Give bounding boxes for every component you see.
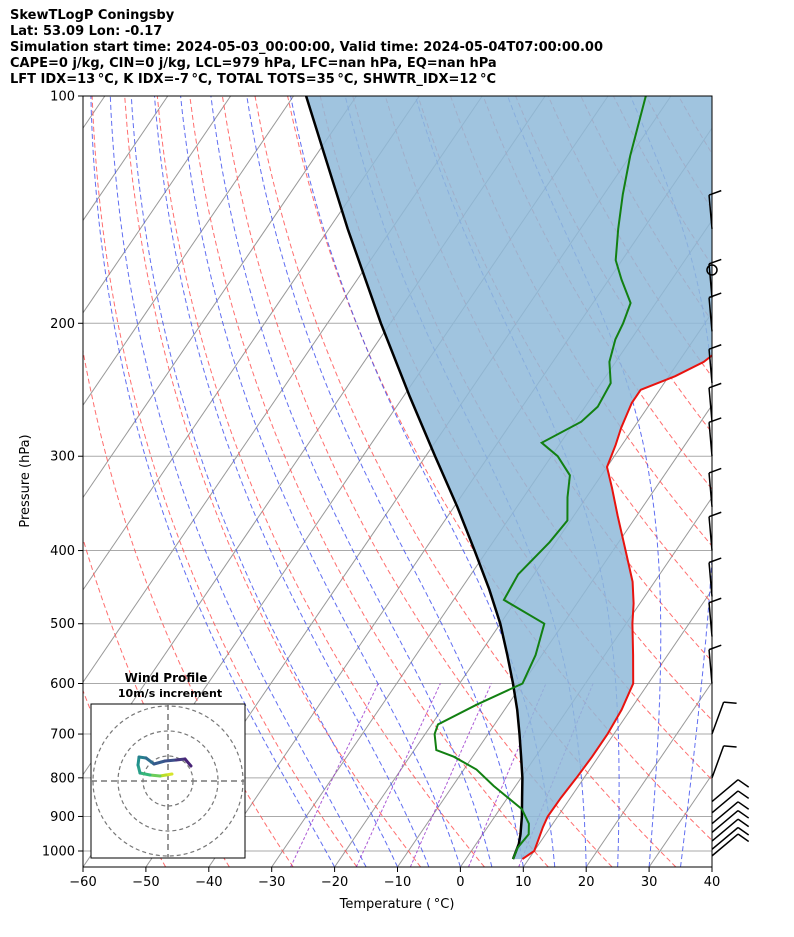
hodograph-segment — [174, 757, 187, 762]
wind-barb — [708, 597, 722, 637]
y-tick-label: 1000 — [42, 845, 75, 860]
moist-adiabat — [90, 96, 336, 867]
wind-barb — [708, 189, 722, 230]
hodograph-segment — [163, 758, 178, 763]
hodograph-segment — [138, 771, 152, 777]
x-axis-label: Temperature ( °C) — [339, 897, 455, 912]
x-tick-label: −30 — [258, 875, 285, 890]
mixing-ratio-line — [290, 683, 379, 867]
isotherm-line — [585, 681, 712, 867]
hodograph-segment — [152, 759, 167, 766]
dry-adiabat — [710, 96, 712, 99]
y-tick-label: 200 — [50, 317, 75, 332]
isotherm-line — [83, 96, 232, 314]
isotherm-line — [83, 96, 294, 407]
wind-profile-title: Wind Profile — [125, 671, 208, 685]
location-line: Lat: 53.09 Lon: -0.17 — [10, 24, 163, 39]
hodograph-segment — [148, 773, 162, 778]
moist-adiabat — [154, 96, 430, 867]
dry-adiabat — [91, 96, 358, 867]
x-tick-label: −40 — [195, 875, 222, 890]
moist-adiabat — [130, 96, 398, 867]
wind-barb — [711, 801, 750, 825]
hodograph-ring — [117, 730, 219, 832]
dry-adiabat — [352, 96, 712, 721]
y-tick-label: 400 — [50, 544, 75, 559]
wind-barb — [711, 809, 750, 834]
dry-adiabat — [254, 96, 677, 867]
wind-barb — [708, 258, 722, 298]
y-tick-label: 700 — [50, 728, 75, 743]
isotherm-line — [522, 589, 712, 867]
wind-barb — [708, 344, 722, 384]
wind-barb — [708, 557, 722, 597]
x-tick-label: −20 — [321, 875, 348, 890]
time-line: Simulation start time: 2024-05-03_00:00:… — [10, 40, 603, 55]
dry-adiabat — [156, 96, 485, 867]
wind-barb — [711, 818, 750, 842]
cape-cin-shading — [306, 96, 712, 860]
wind-barb — [708, 644, 722, 684]
y-axis-label: Pressure (hPa) — [18, 434, 33, 527]
wind-barb — [711, 701, 737, 735]
y-tick-label: 600 — [50, 677, 75, 692]
parcel-path-line — [304, 96, 524, 860]
x-tick-label: 10 — [515, 875, 532, 890]
hodograph-segment — [183, 757, 193, 768]
wind-profile-subtitle: 10m/s increment — [118, 687, 222, 700]
dry-adiabat — [221, 96, 613, 867]
wind-barb — [708, 382, 722, 422]
mixing-ratio-line — [355, 683, 441, 867]
wind-barb — [708, 417, 722, 457]
y-tick-label: 500 — [50, 617, 75, 632]
dry-adiabat — [744, 96, 794, 867]
dry-adiabat — [189, 96, 549, 867]
y-axis-ticks: 100 200 300 400 500 600 700 800 900 1000 — [42, 90, 83, 860]
x-tick-label: −50 — [132, 875, 159, 890]
dry-adiabat — [124, 96, 422, 867]
indices-line: CAPE=0 j/kg, CIN=0 j/kg, LCL=979 hPa, LF… — [10, 56, 497, 71]
x-tick-label: 40 — [704, 875, 721, 890]
hodograph-segment — [144, 756, 156, 766]
wind-profile-inset: Wind Profile 10m/s increment — [90, 671, 246, 859]
x-tick-label: −10 — [384, 875, 411, 890]
x-tick-label: 30 — [641, 875, 658, 890]
isotherm-line — [711, 866, 712, 867]
moist-adiabat — [109, 96, 367, 867]
dry-adiabat — [83, 348, 294, 867]
isotherm-line — [83, 96, 420, 591]
moist-adiabat — [180, 96, 461, 867]
wind-barb — [711, 745, 737, 779]
mixing-ratio-line — [409, 683, 492, 867]
moist-adiabat — [246, 96, 524, 867]
temperature-line — [521, 354, 712, 860]
dry-adiabat — [776, 96, 794, 867]
profile-lines — [304, 96, 712, 860]
y-tick-label: 300 — [50, 450, 75, 465]
wind-barb — [708, 467, 722, 507]
wind-barb — [706, 264, 718, 276]
x-tick-label: −60 — [69, 875, 96, 890]
y-tick-label: 900 — [50, 810, 75, 825]
stability-line: LFT IDX=13 °C, K IDX=-7 °C, TOTAL TOTS=3… — [10, 72, 497, 87]
wind-barb — [711, 779, 750, 803]
y-tick-label: 800 — [50, 771, 75, 786]
isotherm-line — [83, 96, 357, 499]
dewpoint-line — [433, 96, 647, 860]
wind-barb — [711, 826, 750, 850]
wind-barbs — [706, 189, 750, 857]
cin-shaded-area — [306, 96, 712, 860]
x-tick-label: 20 — [578, 875, 595, 890]
chart-header: SkewTLogP Coningsby Lat: 53.09 Lon: -0.1… — [10, 8, 780, 88]
x-tick-label: 0 — [456, 875, 464, 890]
x-axis-ticks: −60 −50 −40 −30 −20 −10 0 10 20 30 40 — [69, 867, 720, 890]
wind-barb — [711, 790, 750, 814]
wind-barb — [711, 833, 750, 857]
wind-barb — [708, 292, 722, 332]
moist-adiabat — [210, 96, 493, 867]
chart-title: SkewTLogP Coningsby — [10, 8, 175, 23]
y-tick-label: 100 — [50, 90, 75, 105]
wind-barb — [708, 511, 722, 551]
